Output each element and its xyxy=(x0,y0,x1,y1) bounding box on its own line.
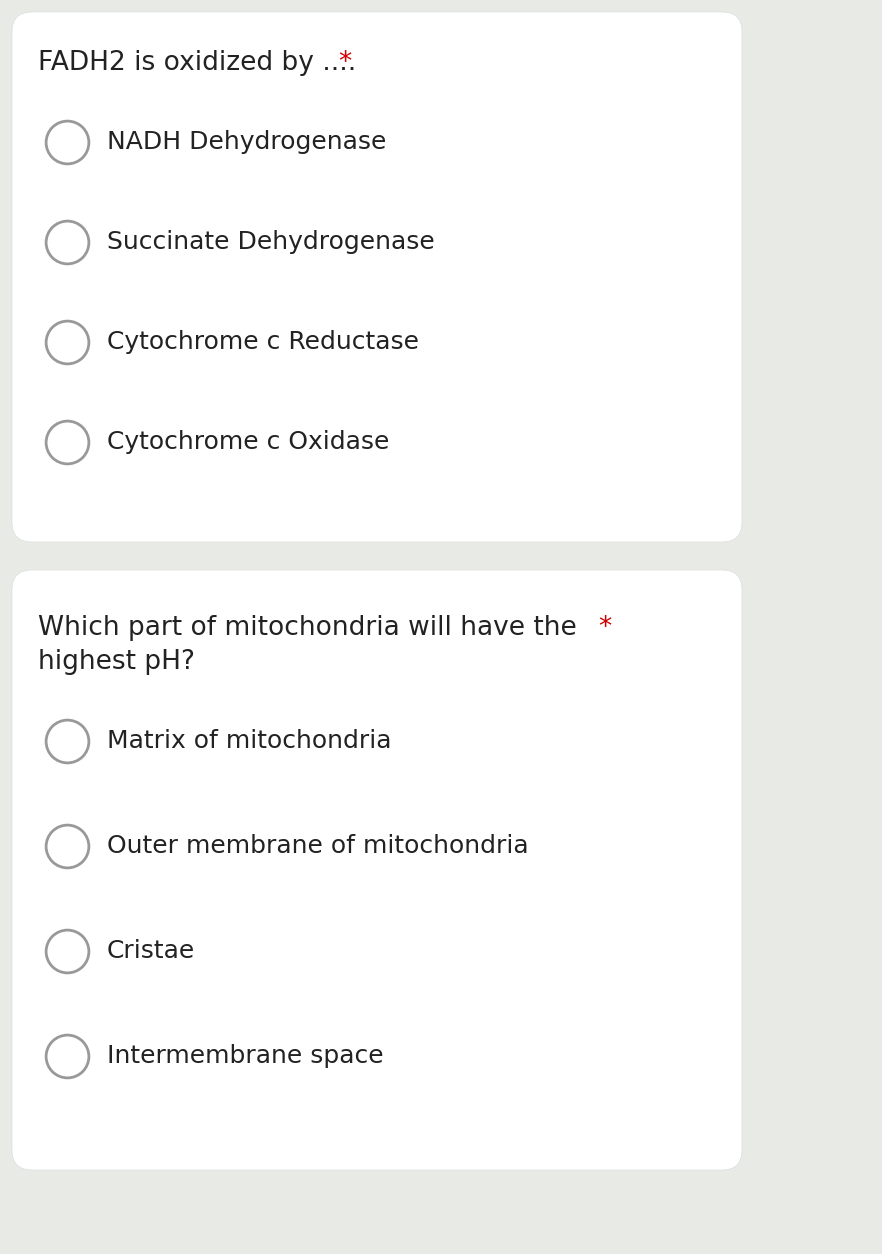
Text: Cristae: Cristae xyxy=(107,939,195,963)
Point xyxy=(60,332,74,352)
Text: Succinate Dehydrogenase: Succinate Dehydrogenase xyxy=(107,229,435,255)
Point xyxy=(60,431,74,451)
Point xyxy=(60,132,74,152)
Text: highest pH?: highest pH? xyxy=(38,650,195,675)
Text: Which part of mitochondria will have the: Which part of mitochondria will have the xyxy=(38,614,585,641)
Point xyxy=(60,731,74,751)
Text: Cytochrome c Oxidase: Cytochrome c Oxidase xyxy=(107,430,389,454)
Text: Outer membrane of mitochondria: Outer membrane of mitochondria xyxy=(107,834,528,858)
Text: Cytochrome c Reductase: Cytochrome c Reductase xyxy=(107,330,419,354)
Point xyxy=(60,836,74,856)
FancyBboxPatch shape xyxy=(12,571,742,1170)
Text: *: * xyxy=(598,614,611,641)
Point xyxy=(60,232,74,252)
Point xyxy=(60,940,74,961)
FancyBboxPatch shape xyxy=(12,13,742,542)
Text: Intermembrane space: Intermembrane space xyxy=(107,1045,384,1068)
Text: Matrix of mitochondria: Matrix of mitochondria xyxy=(107,729,392,752)
Text: NADH Dehydrogenase: NADH Dehydrogenase xyxy=(107,130,386,154)
Text: *: * xyxy=(338,50,351,76)
Point xyxy=(60,1046,74,1066)
Text: FADH2 is oxidized by ....: FADH2 is oxidized by .... xyxy=(38,50,364,76)
